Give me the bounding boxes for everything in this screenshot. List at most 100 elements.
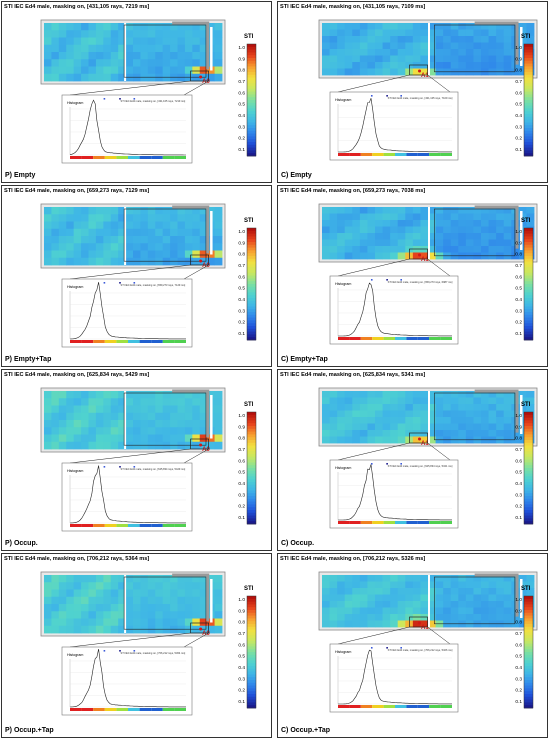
sti-cell [420,49,429,56]
colorbar-step [524,116,533,120]
sti-cell [125,441,134,450]
sti-cell [118,52,126,60]
sti-cell [110,243,119,251]
colorbar-step [247,621,256,625]
sti-cell [322,213,330,221]
sti-cell [518,581,527,589]
sti-cell [390,213,399,221]
sti-cell [511,614,520,621]
sti-cell [352,246,361,253]
sti-cell [450,213,459,221]
colorbar-step [524,244,533,248]
sti-cell [51,23,60,31]
sti-cell [58,575,67,583]
sti-cell [162,427,171,435]
sti-cell [95,427,104,435]
colorbar-step [247,133,256,137]
sti-cell [81,420,89,428]
sti-cell [518,252,527,260]
sti-cell [66,611,75,619]
sti-cell [496,614,505,621]
callout-line [427,74,451,93]
sti-cell [81,582,89,590]
histogram-stat-marker [400,279,402,281]
sti-cell [488,246,497,253]
colorbar-step [247,607,256,611]
sti-cell [473,594,482,602]
sti-cell [375,29,383,37]
sti-cell [367,29,376,37]
histogram-line [338,282,452,337]
colorbar-step [524,133,533,137]
sti-cell [110,44,119,53]
sti-cell [58,589,67,598]
sti-cell [214,611,223,619]
sti-cell [518,220,527,227]
sti-cell [496,29,505,37]
sti-cell [412,397,421,405]
colorbar-step [247,58,256,62]
sti-cell [382,581,391,589]
sti-cell [88,257,97,266]
sti-cell [511,29,520,37]
sti-cell [443,601,452,608]
sti-cell [44,441,52,450]
sti-cell [58,37,67,46]
sti-cell [103,604,112,612]
sti-cell [66,420,75,428]
sti-cell [162,44,171,53]
sti-cell [118,589,126,598]
sti-cell [450,417,459,424]
colorbar-step [247,437,256,441]
sti-cell [337,233,346,240]
sti-cell [488,397,497,405]
sti-map: A1 [318,387,538,461]
sti-cell [329,233,338,240]
sti-cell [103,575,112,583]
histogram-frame [61,278,193,348]
sti-cell [488,404,497,411]
colorbar-step [247,80,256,84]
sti-cell [162,59,171,67]
sti-cell [214,604,223,612]
histogram-stat-marker [119,466,121,468]
colorbar-tick-label: 0.3 [515,124,522,130]
sti-cell [184,441,193,450]
histogram-category-band [338,153,350,156]
sti-cell [155,427,164,435]
histogram-subtitle: STI IEC Ed4 male, masking on, [431,105 r… [388,96,453,100]
colorbar-step [247,652,256,656]
colorbar-step [524,239,533,243]
sti-cell [382,207,391,214]
sti-cell [518,36,527,43]
sti-cell [125,243,134,251]
colorbar-tick-label: 1.0 [515,597,522,603]
sti-cell [435,42,444,50]
sti-cell [352,226,361,234]
sti-cell [496,410,505,418]
sti-cell [170,589,178,598]
sti-cell [337,213,346,221]
sti-cell [435,391,444,398]
sti-cell [458,417,467,424]
colorbar-title: STI [521,34,531,40]
sti-cell [88,596,97,605]
sti-cell [503,404,512,411]
colorbar-tick-label: 0.2 [515,136,522,142]
sti-cell [125,207,134,215]
colorbar-tick-label: 0.5 [515,102,522,108]
sti-cell [88,59,97,67]
sti-cell [397,614,406,621]
colorbar-step [247,264,256,268]
sti-cell [496,417,505,424]
sti-cell [382,423,391,431]
sti-cell [420,391,429,398]
colorbar-step [524,515,533,519]
sti-cell [170,575,178,583]
sti-cell [81,391,89,399]
sti-cell [450,430,459,437]
sti-cell [184,37,193,46]
sti-cell [503,601,512,608]
colorbar-step [247,102,256,106]
colorbar-step [524,97,533,101]
